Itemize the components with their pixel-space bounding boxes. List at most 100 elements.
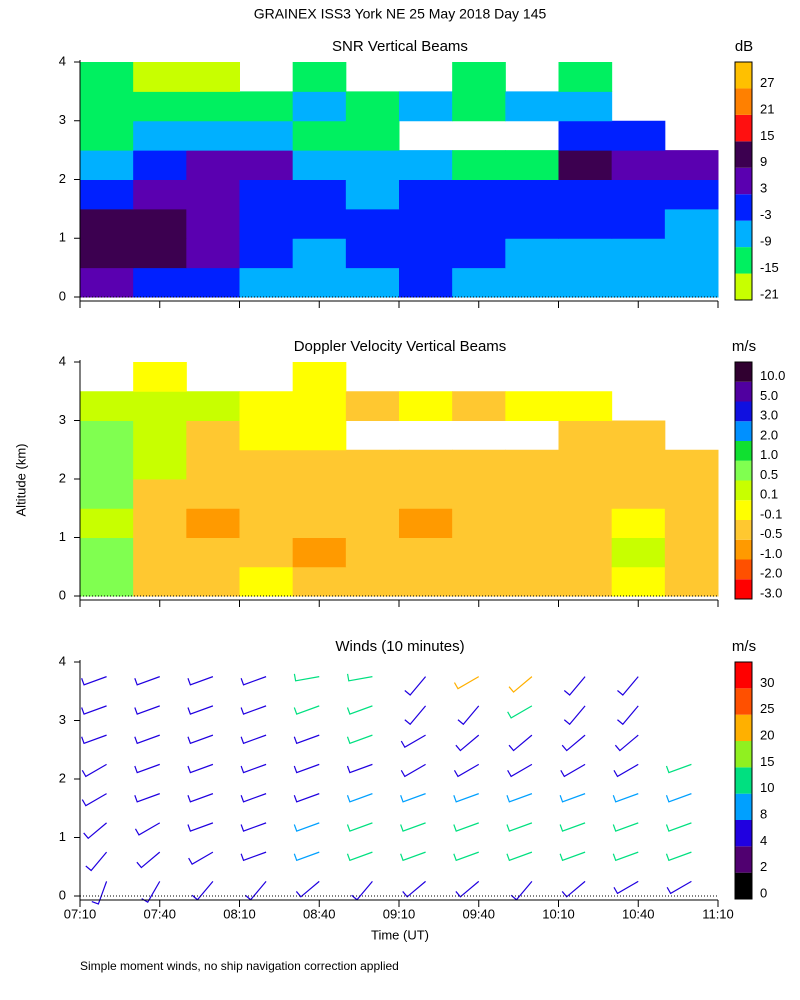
wind-barb [81, 676, 107, 686]
colorbar-segment [735, 688, 752, 715]
heatmap-cell [80, 508, 134, 538]
heatmap-cell [505, 566, 559, 597]
heatmap-cell [558, 508, 613, 538]
colorbar-label: -2.0 [760, 566, 782, 581]
y-axis-label: Altitude (km) [13, 444, 28, 517]
colorbar-label: 2.0 [760, 427, 778, 442]
colorbar-segment [735, 662, 752, 689]
wind-barb [455, 734, 480, 752]
wind-barb [346, 822, 373, 832]
colorbar-label: 4 [760, 833, 767, 848]
wind-barb [85, 851, 108, 872]
heatmap-cell [133, 62, 187, 92]
colorbar-unit: dB [735, 38, 753, 55]
wind-barb [665, 763, 692, 774]
wind-barb [404, 705, 427, 726]
wind-barb [666, 880, 692, 895]
heatmap-cell [558, 420, 613, 451]
heatmap-cell [611, 449, 666, 480]
y-tick-label: 1 [59, 829, 66, 844]
heatmap-cell [452, 238, 506, 269]
heatmap-cell [292, 362, 347, 392]
colorbar-segment [735, 167, 752, 195]
colorbar-segment [735, 520, 752, 540]
wind-barb [293, 734, 320, 745]
heatmap-cell [664, 449, 719, 480]
heatmap-cell [133, 508, 187, 538]
wind-barb [346, 705, 373, 715]
x-tick-label: 07:40 [143, 906, 176, 921]
footnote: Simple moment winds, no ship navigation … [80, 959, 399, 973]
heatmap-cell [558, 238, 613, 269]
wind-barb [404, 676, 427, 696]
wind-barb [612, 851, 639, 862]
wind-barb [134, 793, 160, 803]
colorbar-segment [735, 114, 752, 142]
y-tick-label: 3 [59, 412, 66, 427]
colorbar-label: 15 [760, 128, 774, 143]
colorbar-frame [734, 61, 753, 301]
heatmap-cell [292, 391, 347, 421]
colorbar-segment [735, 220, 752, 248]
heatmap-cell [186, 120, 240, 151]
heatmap-cell [186, 150, 240, 180]
wind-barb [402, 880, 426, 898]
heatmap-cell [399, 391, 453, 421]
heatmap-cell [664, 150, 719, 180]
heatmap-cell [505, 537, 559, 568]
heatmap-cell [80, 62, 134, 92]
wind-barb [187, 705, 214, 715]
heatmap-cell [664, 267, 719, 298]
colorbar-segment [735, 793, 752, 820]
wind-barb [617, 676, 639, 696]
wind-barb [508, 734, 533, 752]
wind-barb [563, 705, 586, 726]
heatmap-cell [505, 267, 559, 298]
wind-barb [351, 880, 373, 901]
wind-barb [187, 763, 214, 774]
colorbar-segment [735, 460, 752, 481]
heatmap-cell [558, 120, 613, 151]
heatmap-cell [133, 362, 187, 392]
wind-barb [293, 763, 320, 774]
heatmap-cell [505, 91, 559, 122]
colorbar-label: 3.0 [760, 408, 778, 423]
colorbar-label: 21 [760, 101, 774, 116]
heatmap-cell [345, 537, 400, 568]
heatmap-cell [399, 508, 453, 538]
heatmap-cell [558, 391, 613, 421]
wind-barb [400, 851, 426, 862]
heatmap-cell [505, 391, 559, 421]
heatmap-cell [239, 537, 294, 568]
heatmap-cell [186, 420, 240, 451]
heatmap-cell [505, 508, 559, 538]
heatmap-cell [452, 508, 506, 538]
colorbar-segment [735, 194, 752, 221]
heatmap-cell [611, 479, 666, 509]
wind-barb [188, 851, 214, 865]
wind-barb [614, 734, 639, 752]
wind-barb [81, 705, 107, 715]
heatmap-cell [399, 449, 453, 480]
colorbar-label: 2 [760, 859, 767, 874]
wind-barb [400, 822, 426, 832]
colorbar-label: 10 [760, 780, 774, 795]
wind-barb [191, 880, 214, 901]
colorbar-segment [735, 767, 752, 794]
heatmap-cell [505, 150, 559, 180]
heatmap-cell [558, 449, 613, 480]
heatmap-cell [292, 566, 347, 597]
heatmap-cell [664, 179, 719, 210]
heatmap-cell [239, 566, 294, 597]
heatmap-cell [452, 391, 506, 421]
heatmap-cell [292, 479, 347, 509]
wind-barb [665, 851, 692, 862]
heatmap-cell [505, 479, 559, 509]
heatmap-cell [292, 537, 347, 568]
heatmap-cell [186, 508, 240, 538]
heatmap-cell [345, 267, 400, 298]
heatmap-cell [292, 150, 347, 180]
colorbar-segment [735, 559, 752, 580]
wind-barb [559, 793, 586, 803]
heatmap-cell [292, 449, 347, 480]
